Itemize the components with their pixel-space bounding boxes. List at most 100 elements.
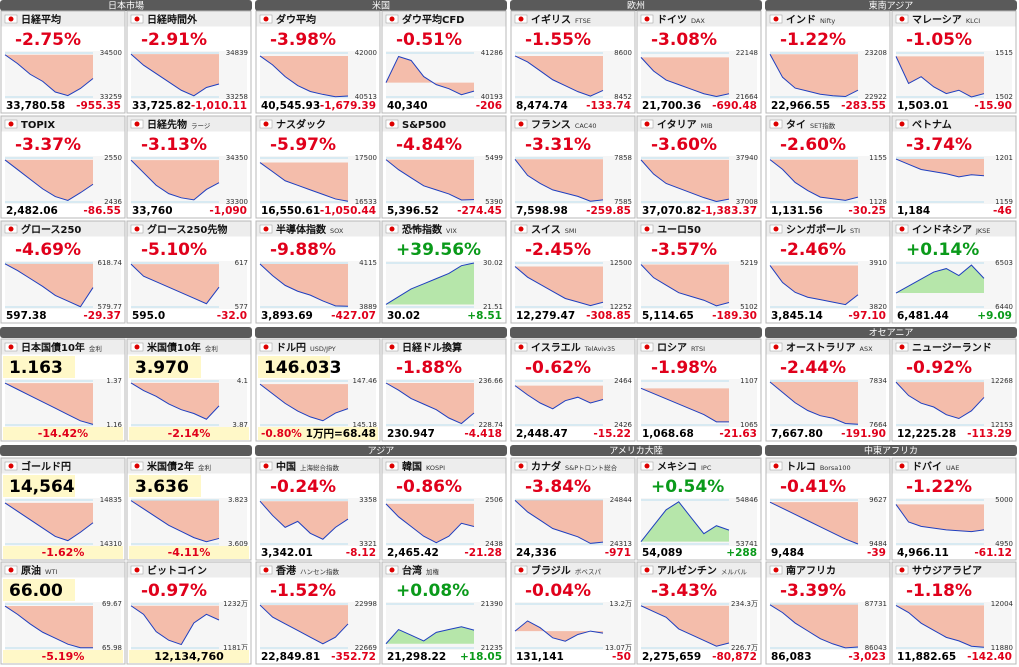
price-line: [769, 159, 859, 201]
foot-value: -1.62%: [42, 546, 85, 559]
axis-label: 1128: [869, 198, 887, 206]
foot-price: 22,966.55: [771, 100, 830, 112]
axis-label: 2426: [614, 421, 632, 429]
head-value: -3.84%: [525, 477, 591, 497]
tile-name: シンガポール: [786, 223, 846, 236]
foot-price: 595.0: [132, 310, 165, 322]
axis-label: 8452: [614, 93, 632, 101]
foot-value: -5.19%: [42, 650, 85, 663]
head-value: -1.88%: [396, 358, 462, 378]
head-value: -0.97%: [141, 581, 207, 601]
tile-titlebar: [766, 221, 890, 237]
price-line: [259, 162, 349, 202]
section-header-bar: [0, 445, 252, 456]
head-value: -3.57%: [651, 240, 717, 260]
tile-name: スイス: [531, 224, 561, 236]
foot-change: -32.0: [217, 310, 247, 322]
foot-change: -259.85: [586, 205, 631, 217]
tile-subtitle: DAX: [691, 17, 705, 25]
axis-label: 2438: [485, 540, 503, 548]
price-line: [769, 501, 859, 545]
tile-subtitle: ラージ: [191, 122, 211, 130]
section-header: アジア: [368, 447, 395, 457]
section-header-bar: [510, 445, 762, 456]
change-area: [386, 56, 474, 95]
flag-dot: [899, 344, 905, 350]
price-line: [640, 264, 730, 307]
foot-change: -690.48: [712, 100, 757, 112]
tile-name: 半導体指数: [276, 223, 327, 236]
change-area: [5, 263, 93, 307]
tile-titlebar: [256, 221, 380, 237]
change-area: [131, 54, 219, 96]
foot-price: 6,481.44: [897, 310, 949, 322]
axis-label: 1065: [740, 421, 758, 429]
head-highlight: [129, 356, 201, 378]
axis-label: 3889: [359, 303, 377, 311]
price-line: [514, 266, 604, 307]
tile-titlebar: [1, 458, 125, 474]
change-area: [770, 604, 858, 648]
foot-change: -3,023: [848, 651, 886, 663]
tile-name: カナダ: [531, 460, 561, 473]
flag-dot: [134, 16, 140, 22]
head-value: -1.18%: [906, 581, 972, 601]
foot-change: -206: [476, 100, 502, 112]
foot-price: 8,474.74: [516, 100, 568, 112]
foot-price: 12,225.28: [897, 428, 956, 440]
tile-titlebar: [766, 116, 890, 132]
head-value: 3.636: [135, 477, 189, 497]
flag-dot: [644, 567, 650, 573]
tile-subtitle: 上海総合指数: [300, 463, 340, 472]
flag-dot: [263, 463, 269, 469]
foot-price: -0.80%: [261, 428, 302, 440]
change-area: [5, 502, 93, 541]
axis-label: 4115: [359, 259, 377, 267]
change-area: [5, 54, 93, 96]
change-area: [260, 384, 348, 421]
flag-dot: [773, 463, 779, 469]
axis-label: 3820: [869, 303, 887, 311]
axis-label: 9627: [869, 496, 887, 504]
tile-name: 米国債10年: [147, 341, 201, 354]
tile-titlebar: [892, 11, 1016, 27]
tile-name: ダウ平均CFD: [402, 13, 464, 26]
price-line: [640, 57, 730, 97]
price-line: [259, 263, 349, 307]
tile-name: ナスダック: [276, 118, 326, 131]
axis-label: 53741: [736, 540, 758, 548]
tile-titlebar: [766, 339, 890, 355]
flag-dot: [8, 567, 14, 573]
price-line: [4, 382, 94, 425]
head-value: 1.163: [9, 358, 63, 378]
axis-label: 2550: [104, 154, 122, 162]
flag-dot: [134, 567, 140, 573]
axis-label: 21664: [736, 93, 759, 101]
tile-subtitle: SMI: [565, 227, 577, 235]
head-value: -1.05%: [906, 30, 972, 50]
section-header: 欧州: [627, 0, 645, 12]
tile-subtitle: 金利: [205, 344, 218, 353]
change-area: [515, 620, 603, 642]
change-area: [896, 56, 984, 97]
head-value: -3.08%: [651, 30, 717, 50]
axis-label: 7834: [869, 377, 887, 385]
foot-price: 7,598.98: [516, 205, 568, 217]
foot-change: +8.51: [467, 310, 502, 322]
foot-change: -274.45: [457, 205, 502, 217]
price-line: [514, 499, 604, 544]
head-value: -1.55%: [525, 30, 591, 50]
tile-titlebar: [382, 221, 506, 237]
axis-label: 6503: [995, 259, 1013, 267]
tile-name: ビットコイン: [147, 564, 207, 577]
foot-price: 40,545.93: [261, 100, 320, 112]
tile-name: ドル円: [276, 342, 306, 354]
tile-subtitle: Borsa100: [820, 464, 851, 472]
foot-change: -39: [867, 547, 886, 559]
tile-subtitle: メルバル: [721, 568, 748, 576]
flag-dot: [644, 226, 650, 232]
tile-subtitle: 金利: [198, 463, 211, 472]
head-value: -2.60%: [780, 135, 846, 155]
foot-price: 3,342.01: [261, 547, 313, 559]
